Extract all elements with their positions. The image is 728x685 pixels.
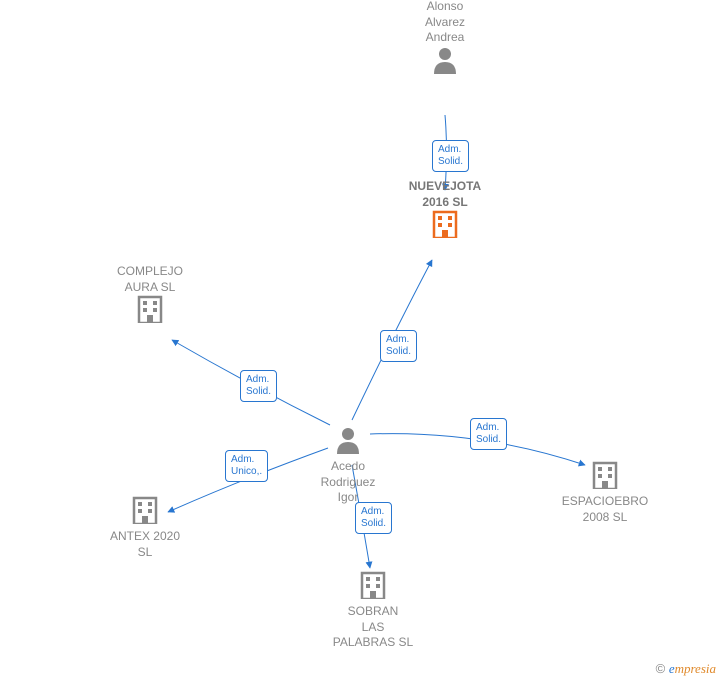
watermark: © empresia [656, 661, 716, 677]
person-icon [432, 46, 458, 79]
node-complejo[interactable]: COMPLEJO AURA SL [95, 264, 205, 328]
node-label: NUEVEJOTA 2016 SL [390, 179, 500, 210]
node-acedo[interactable]: Acedo Rodriguez Igor [293, 426, 403, 506]
building-icon [359, 571, 387, 604]
edge-label-alonso-nuevejota: Adm. Solid. [432, 140, 469, 172]
building-icon [431, 210, 459, 243]
edge-label-acedo-sobran: Adm. Solid. [355, 502, 392, 534]
node-label: ESPACIOEBRO 2008 SL [550, 494, 660, 525]
building-icon [591, 461, 619, 494]
node-espacioebro[interactable]: ESPACIOEBRO 2008 SL [550, 461, 660, 525]
node-label: Acedo Rodriguez Igor [293, 459, 403, 506]
node-antex[interactable]: ANTEX 2020 SL [90, 496, 200, 560]
node-nuevejota[interactable]: NUEVEJOTA 2016 SL [390, 179, 500, 243]
edge-label-acedo-complejo: Adm. Solid. [240, 370, 277, 402]
node-label: Alonso Alvarez Andrea [390, 0, 500, 46]
edge-label-acedo-antex: Adm. Unico,. [225, 450, 268, 482]
person-icon [335, 426, 361, 459]
node-alonso[interactable]: Alonso Alvarez Andrea [390, 0, 500, 79]
building-icon [131, 496, 159, 529]
edge-label-acedo-nuevejota: Adm. Solid. [380, 330, 417, 362]
node-sobran[interactable]: SOBRAN LAS PALABRAS SL [318, 571, 428, 651]
building-icon [136, 295, 164, 328]
node-label: SOBRAN LAS PALABRAS SL [318, 604, 428, 651]
node-label: COMPLEJO AURA SL [95, 264, 205, 295]
node-label: ANTEX 2020 SL [90, 529, 200, 560]
copyright-symbol: © [656, 661, 666, 676]
brand-rest: mpresia [675, 661, 716, 676]
edge-label-acedo-espacioebro: Adm. Solid. [470, 418, 507, 450]
